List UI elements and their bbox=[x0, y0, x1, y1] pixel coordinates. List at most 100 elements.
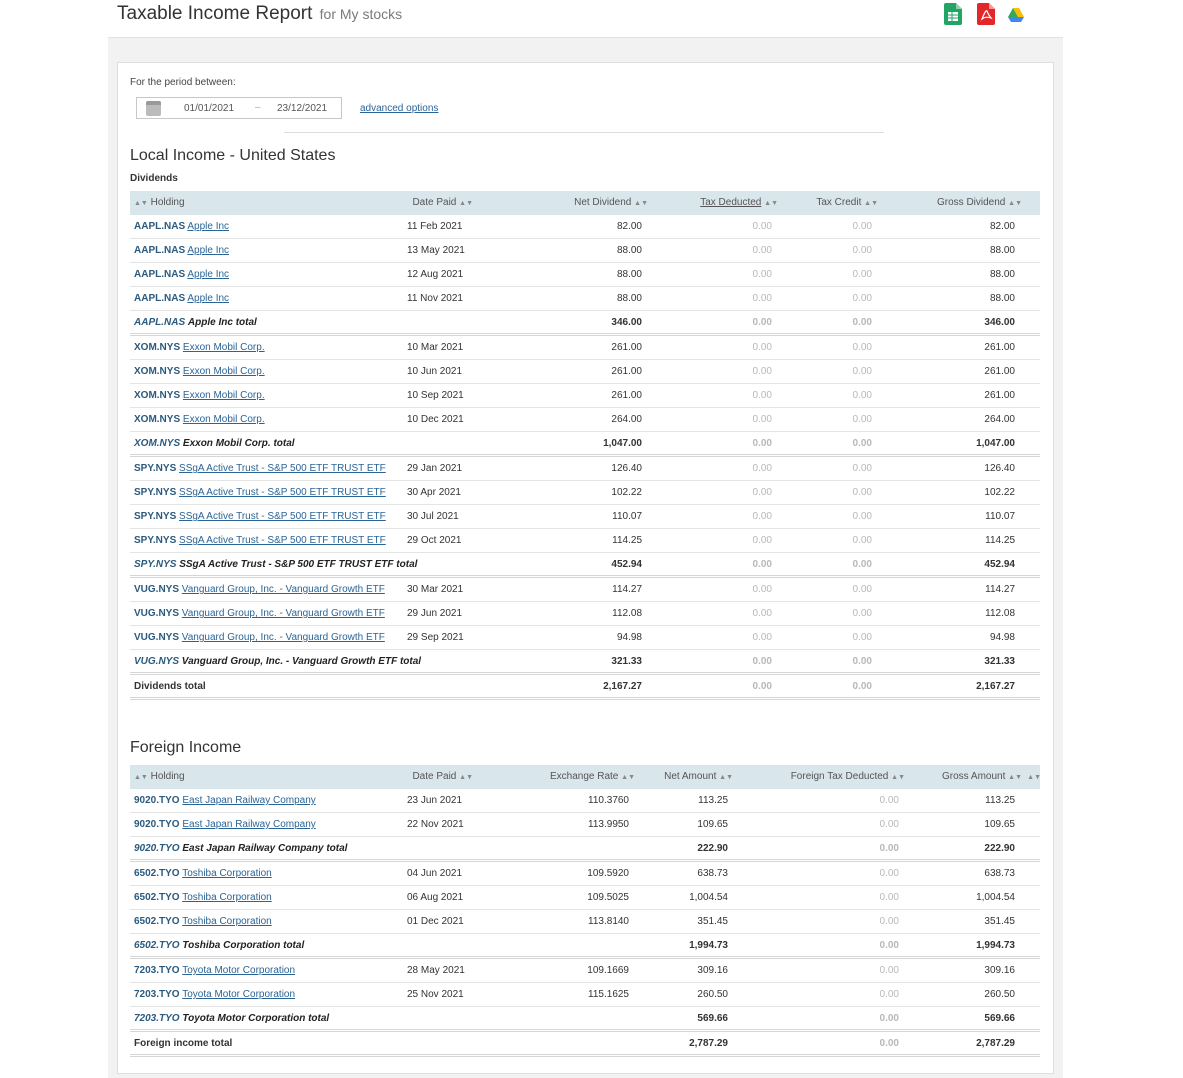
gross-dividend: 88.00 bbox=[989, 245, 1015, 256]
ticker-code: VUG.NYS bbox=[134, 632, 180, 643]
date-range-picker[interactable]: 01/01/2021 – 23/12/2021 bbox=[136, 97, 342, 119]
google-drive-icon[interactable] bbox=[1008, 8, 1024, 27]
holding-total-label: Toyota Motor Corporation total bbox=[182, 1013, 330, 1024]
subtotal-row: SPY.NYS SSgA Active Trust - S&P 500 ETF … bbox=[130, 553, 1040, 578]
sort-icon: ▲▼ bbox=[1008, 774, 1022, 781]
net-amount: 2,787.29 bbox=[689, 1038, 728, 1049]
gross-amount: 351.45 bbox=[984, 916, 1015, 927]
local-income-title: Local Income - United States bbox=[130, 147, 336, 164]
date-paid: 10 Sep 2021 bbox=[407, 390, 464, 401]
holding-link[interactable]: Toyota Motor Corporation bbox=[182, 965, 296, 976]
table-row: SPY.NYS SSgA Active Trust - S&P 500 ETF … bbox=[130, 457, 1040, 481]
holding-cell: 7203.TYO Toyota Motor Corporation bbox=[134, 989, 295, 1000]
foreign-tax-deducted: 0.00 bbox=[879, 819, 899, 830]
net-amount: 1,004.54 bbox=[689, 892, 728, 903]
dividends-subtitle: Dividends bbox=[130, 173, 178, 184]
holding-link[interactable]: SSgA Active Trust - S&P 500 ETF TRUST ET… bbox=[179, 511, 386, 522]
holding-link[interactable]: Toshiba Corporation bbox=[182, 892, 272, 903]
subtotal-row: 7203.TYO Toyota Motor Corporation total 5… bbox=[130, 1007, 1040, 1032]
holding-link[interactable]: Exxon Mobil Corp. bbox=[182, 390, 265, 401]
col-net-dividend[interactable]: Net Dividend ▲▼ bbox=[574, 197, 648, 208]
holding-cell: 6502.TYO Toshiba Corporation bbox=[134, 868, 272, 879]
holding-link[interactable]: Vanguard Group, Inc. - Vanguard Growth E… bbox=[181, 584, 385, 595]
advanced-options-link[interactable]: advanced options bbox=[360, 103, 439, 114]
holding-total-label: Toshiba Corporation total bbox=[182, 940, 305, 951]
col-date-paid[interactable]: Date Paid ▲▼ bbox=[412, 197, 473, 208]
col-date-paid[interactable]: Date Paid ▲▼ bbox=[412, 771, 473, 782]
holding-cell: XOM.NYS Exxon Mobil Corp. bbox=[134, 414, 265, 425]
google-sheets-icon[interactable] bbox=[944, 3, 962, 30]
holding-link[interactable]: Vanguard Group, Inc. - Vanguard Growth E… bbox=[181, 608, 385, 619]
col-gross-amount[interactable]: Gross Amount ▲▼ bbox=[942, 771, 1022, 782]
date-paid: 10 Mar 2021 bbox=[407, 342, 464, 353]
col-net-amount[interactable]: Net Amount ▲▼ bbox=[664, 771, 733, 782]
col-foreign-tax-deducted[interactable]: Foreign Tax Deducted ▲▼ bbox=[790, 771, 905, 782]
date-paid: 30 Mar 2021 bbox=[407, 584, 464, 595]
ticker-code: 6502.TYO bbox=[134, 868, 180, 879]
holding-link[interactable]: SSgA Active Trust - S&P 500 ETF TRUST ET… bbox=[179, 463, 386, 474]
end-date[interactable]: 23/12/2021 bbox=[277, 103, 328, 114]
col-tax-deducted[interactable]: Tax Deducted ▲▼ bbox=[700, 197, 778, 208]
table-row: 6502.TYO Toshiba Corporation 01 Dec 2021 1… bbox=[130, 910, 1040, 934]
tax-deducted: 0.00 bbox=[752, 463, 772, 474]
tax-credit: 0.00 bbox=[852, 414, 872, 425]
calendar-icon[interactable] bbox=[146, 101, 161, 116]
sort-icon: ▲▼ bbox=[634, 200, 648, 207]
table-row: 6502.TYO Toshiba Corporation 06 Aug 2021 1… bbox=[130, 886, 1040, 910]
holding-link[interactable]: Apple Inc bbox=[187, 245, 230, 256]
foreign-tax-deducted: 0.00 bbox=[879, 965, 899, 976]
col-gross-dividend[interactable]: Gross Dividend ▲▼ bbox=[937, 197, 1022, 208]
holding-cell: VUG.NYS Vanguard Group, Inc. - Vanguard … bbox=[134, 632, 385, 643]
holding-link[interactable]: SSgA Active Trust - S&P 500 ETF TRUST ET… bbox=[179, 535, 386, 546]
holding-link[interactable]: Toshiba Corporation bbox=[182, 916, 272, 927]
holding-link[interactable]: Toshiba Corporation bbox=[182, 868, 272, 879]
grand-total-row: Foreign income total 2,787.29 0.00 2,787.29 bbox=[130, 1032, 1040, 1057]
sort-icon[interactable]: ▲▼ bbox=[1027, 774, 1041, 781]
gross-dividend: 261.00 bbox=[984, 390, 1015, 401]
holding-link[interactable]: Apple Inc bbox=[187, 293, 230, 304]
sort-icon: ▲▼ bbox=[764, 200, 778, 207]
holding-cell: AAPL.NAS Apple Inc bbox=[134, 221, 229, 232]
net-amount: 638.73 bbox=[697, 868, 728, 879]
local-table-header: ▲▼ Holding Date Paid ▲▼ Net Dividend ▲▼ … bbox=[130, 191, 1040, 215]
net-dividend: 102.22 bbox=[611, 487, 642, 498]
tax-deducted: 0.00 bbox=[752, 342, 772, 353]
ticker-code: 7203.TYO bbox=[134, 1013, 180, 1024]
tax-credit: 0.00 bbox=[852, 366, 872, 377]
ticker-code: AAPL.NAS bbox=[134, 269, 186, 280]
pdf-icon[interactable] bbox=[977, 3, 995, 30]
foreign-tax-deducted: 0.00 bbox=[879, 795, 899, 806]
net-dividend: 264.00 bbox=[611, 414, 642, 425]
tax-deducted: 0.00 bbox=[752, 317, 772, 328]
net-dividend: 88.00 bbox=[616, 245, 642, 256]
holding-cell: SPY.NYS SSgA Active Trust - S&P 500 ETF … bbox=[134, 535, 386, 546]
col-holding[interactable]: ▲▼ Holding bbox=[134, 197, 185, 208]
holding-link[interactable]: Vanguard Group, Inc. - Vanguard Growth E… bbox=[181, 632, 385, 643]
holding-link[interactable]: East Japan Railway Company bbox=[182, 795, 316, 806]
holding-link[interactable]: Exxon Mobil Corp. bbox=[182, 414, 265, 425]
holding-link[interactable]: Apple Inc bbox=[187, 269, 230, 280]
ticker-code: 6502.TYO bbox=[134, 916, 180, 927]
holding-link[interactable]: Exxon Mobil Corp. bbox=[182, 342, 265, 353]
start-date[interactable]: 01/01/2021 bbox=[184, 103, 235, 114]
holding-link[interactable]: SSgA Active Trust - S&P 500 ETF TRUST ET… bbox=[179, 487, 386, 498]
col-tax-credit[interactable]: Tax Credit ▲▼ bbox=[816, 197, 878, 208]
tax-credit: 0.00 bbox=[852, 245, 872, 256]
exchange-rate: 115.1625 bbox=[588, 989, 629, 1000]
tax-deducted: 0.00 bbox=[752, 414, 772, 425]
col-holding[interactable]: ▲▼ Holding bbox=[134, 771, 185, 782]
holding-cell: VUG.NYS Vanguard Group, Inc. - Vanguard … bbox=[134, 584, 385, 595]
tax-deducted: 0.00 bbox=[752, 535, 772, 546]
sort-icon: ▲▼ bbox=[621, 774, 635, 781]
table-row: AAPL.NAS Apple Inc 11 Nov 2021 88.00 0.00 0.… bbox=[130, 287, 1040, 311]
date-separator: – bbox=[255, 102, 261, 113]
ticker-code: VUG.NYS bbox=[134, 608, 180, 619]
holding-link[interactable]: Exxon Mobil Corp. bbox=[182, 366, 265, 377]
table-row: XOM.NYS Exxon Mobil Corp. 10 Mar 2021 261.… bbox=[130, 336, 1040, 360]
holding-link[interactable]: East Japan Railway Company bbox=[182, 819, 316, 830]
holding-total-label: Vanguard Group, Inc. - Vanguard Growth E… bbox=[181, 656, 422, 667]
net-amount: 1,994.73 bbox=[689, 940, 728, 951]
holding-link[interactable]: Toyota Motor Corporation bbox=[182, 989, 296, 1000]
holding-link[interactable]: Apple Inc bbox=[187, 221, 230, 232]
col-exchange-rate[interactable]: Exchange Rate ▲▼ bbox=[549, 771, 635, 782]
